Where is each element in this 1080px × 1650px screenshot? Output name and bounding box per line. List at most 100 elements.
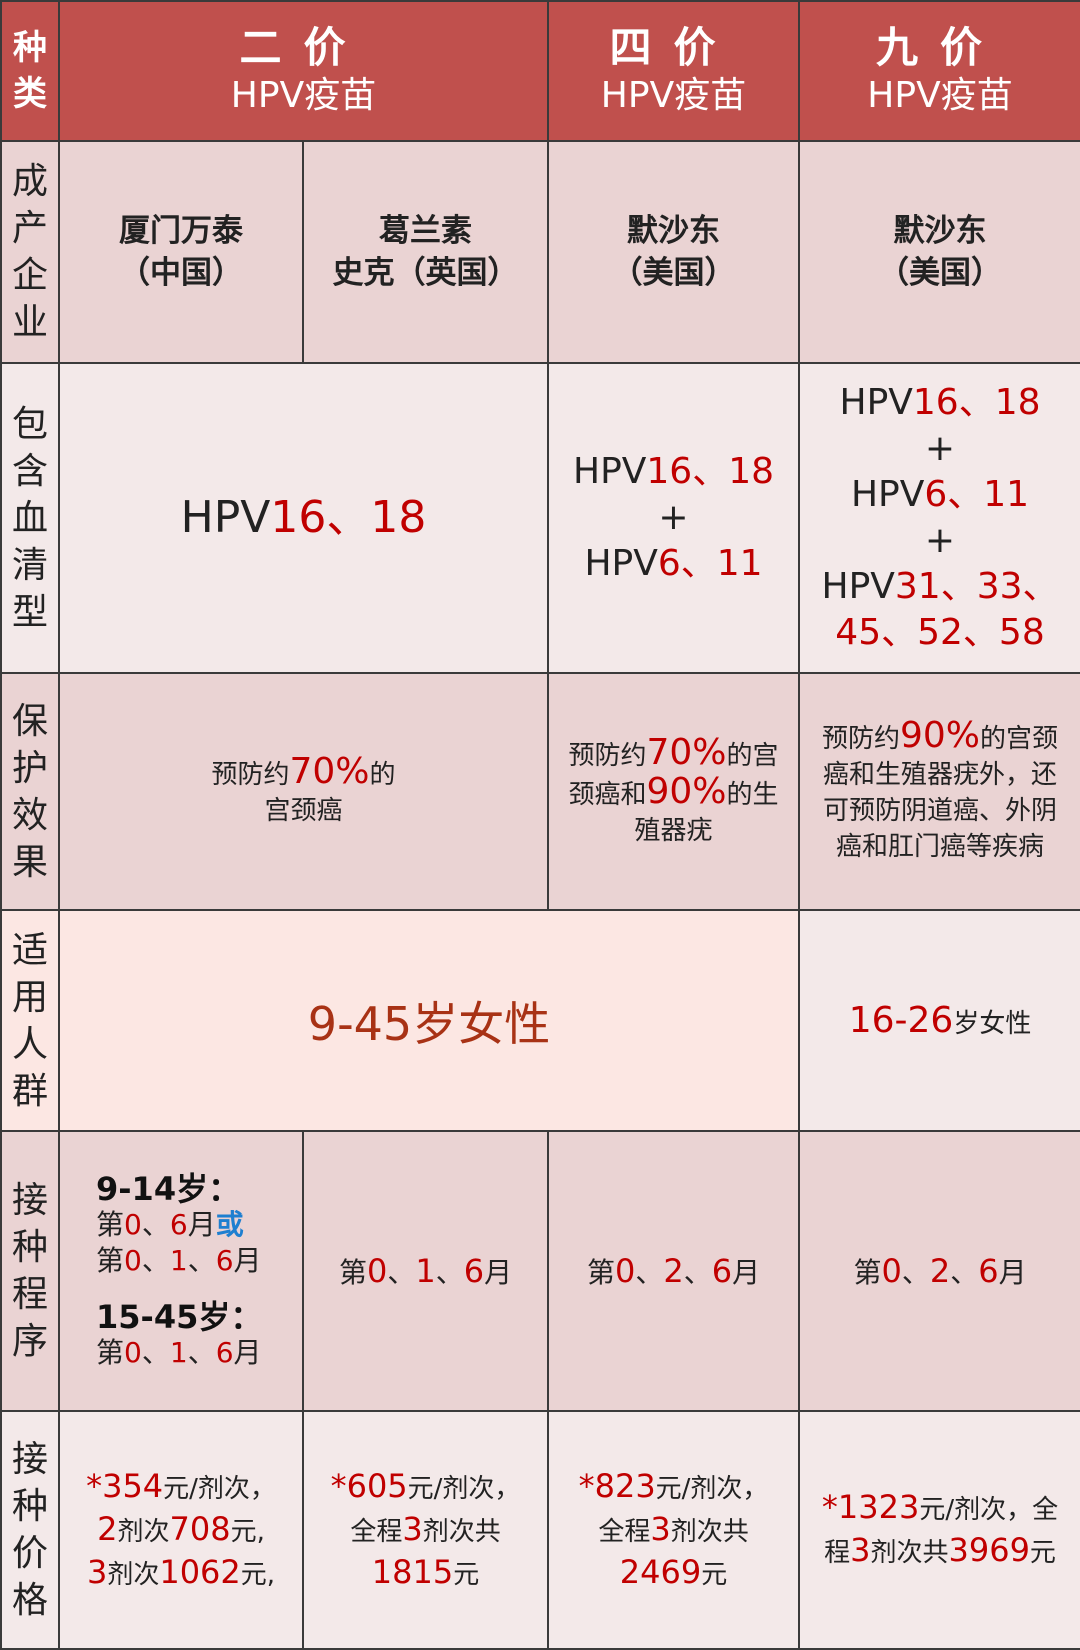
text-segment: 月 bbox=[233, 1336, 262, 1369]
price-gsk: *605元/剂次， 全程3剂次共 1815元 bbox=[301, 1410, 550, 1650]
schedule-nonavalent: 第0、2、6月 bbox=[798, 1130, 1080, 1412]
text-segment: 31、33、 bbox=[894, 566, 1059, 607]
text-line: 宫颈癌 bbox=[68, 793, 539, 829]
text-segment: HPV bbox=[573, 451, 647, 492]
text-segment: 、 bbox=[683, 1256, 712, 1289]
text-segment: 月 bbox=[732, 1256, 761, 1289]
text-line: 第0、1、6月 bbox=[312, 1251, 539, 1291]
row-label-population-cell: 适用人群 bbox=[0, 909, 60, 1132]
schedule-age-group: 9-14岁： bbox=[96, 1170, 241, 1208]
schedule-quadrivalent: 第0、2、6月 bbox=[547, 1130, 801, 1412]
text-line: 全程3剂次共 bbox=[557, 1509, 790, 1552]
text-line: HPV31、33、 bbox=[808, 564, 1072, 610]
maker-wantai: 厦门万泰 （中国） bbox=[58, 140, 304, 364]
text-segment: 元, bbox=[240, 1559, 276, 1590]
text-line: HPV16、18 bbox=[68, 495, 539, 541]
text-line: 预防约70%的 bbox=[68, 754, 539, 793]
text-segment: 月 bbox=[233, 1244, 262, 1277]
maker-row: 成产企业 厦门万泰 （中国） 葛兰素 史克（英国） 默沙东 （美国） 默沙东 （美国） bbox=[0, 140, 1080, 364]
maker-name: 默沙东 bbox=[893, 213, 987, 249]
text-line: HPV6、11 bbox=[808, 472, 1072, 518]
text-line: 16-26岁女性 bbox=[808, 1000, 1072, 1041]
text-segment: HPV bbox=[821, 566, 895, 607]
text-segment: 1 bbox=[415, 1252, 436, 1290]
text-segment: 第 bbox=[586, 1256, 615, 1289]
text-segment: 的生 bbox=[726, 779, 779, 810]
price-wantai: *354元/剂次， 2剂次708元, 3剂次1062元, bbox=[58, 1410, 304, 1650]
text-line: + bbox=[808, 426, 1072, 472]
text-line: 2469元 bbox=[557, 1552, 790, 1595]
text-segment: 预防约 bbox=[821, 724, 900, 754]
text-segment: 岁女性 bbox=[953, 1009, 1032, 1039]
text-line: 第0、1、6月 bbox=[96, 1335, 294, 1371]
text-segment: 3 bbox=[850, 1531, 871, 1569]
text-segment: 1062 bbox=[159, 1552, 241, 1591]
text-segment: 3 bbox=[402, 1509, 423, 1548]
text-segment: 0 bbox=[881, 1252, 902, 1290]
text-line: HPV16、18 bbox=[808, 380, 1072, 426]
text-segment: + bbox=[924, 428, 956, 469]
text-segment: 2 bbox=[929, 1252, 951, 1290]
text-line: 全程3剂次共 bbox=[312, 1509, 539, 1552]
text-line: 第0、2、6月 bbox=[808, 1251, 1072, 1291]
row-label-serotype-cell: 包含血清型 bbox=[0, 362, 60, 674]
text-segment: 0 bbox=[124, 1244, 142, 1277]
text-segment: *354 bbox=[86, 1466, 164, 1505]
price-quadrivalent: *823元/剂次， 全程3剂次共 2469元 bbox=[547, 1410, 801, 1650]
text-line: *823元/剂次， bbox=[557, 1466, 790, 1509]
text-segment: 剂次 bbox=[117, 1516, 170, 1547]
text-segment: HPV bbox=[839, 382, 913, 423]
population-nonavalent: 16-26岁女性 bbox=[798, 909, 1080, 1132]
text-segment: 6、11 bbox=[657, 543, 763, 584]
header-vaccine: HPV疫苗 bbox=[600, 75, 747, 116]
row-label-effect: 保护效果 bbox=[12, 700, 49, 883]
text-line: 45、52、58 bbox=[808, 610, 1072, 656]
maker-country: 史克（英国） bbox=[332, 255, 519, 291]
text-line: 第0、6月或 bbox=[96, 1207, 294, 1243]
text-segment: 6 bbox=[169, 1208, 188, 1241]
text-segment: 剂次共 bbox=[422, 1516, 501, 1547]
maker-msd-nona: 默沙东 （美国） bbox=[798, 140, 1080, 364]
text-segment: *823 bbox=[578, 1466, 656, 1505]
text-segment: 0 bbox=[124, 1336, 142, 1369]
text-segment: 剂次共 bbox=[870, 1538, 949, 1568]
text-segment: 程 bbox=[824, 1538, 851, 1568]
text-segment: *605 bbox=[330, 1466, 408, 1505]
text-line: + bbox=[808, 518, 1072, 564]
text-segment: 的宫颈 bbox=[980, 724, 1059, 754]
text-segment: 、 bbox=[635, 1256, 664, 1289]
text-segment: 元, bbox=[230, 1516, 265, 1547]
population-bi-quad: 9-45岁女性 bbox=[57, 909, 801, 1132]
text-line: 预防约90%的宫颈 bbox=[808, 718, 1072, 757]
text-line: 颈癌和90%的生 bbox=[557, 773, 790, 813]
maker-name: 默沙东 bbox=[627, 213, 721, 249]
row-label-schedule-cell: 接种程序 bbox=[0, 1130, 60, 1412]
text-segment: 元/剂次， bbox=[163, 1473, 276, 1504]
serotype-nonavalent: HPV16、18 + HPV6、11 + HPV31、33、 45、52、58 bbox=[798, 362, 1080, 674]
header-bivalent: 二价 HPV疫苗 bbox=[57, 0, 550, 142]
text-segment: 70% bbox=[289, 751, 370, 792]
text-segment: 6 bbox=[215, 1244, 234, 1277]
text-segment: 元/剂次，全 bbox=[919, 1495, 1059, 1525]
schedule-wantai: 9-14岁： 第0、6月或 第0、1、6月 15-45岁： 第0、1、6月 bbox=[58, 1130, 304, 1412]
text-segment: 颈癌和 bbox=[568, 779, 647, 810]
text-segment: 的 bbox=[369, 760, 396, 790]
text-segment: 6 bbox=[215, 1336, 234, 1369]
text-segment: 、 bbox=[187, 1336, 216, 1369]
maker-name: 厦门万泰 bbox=[119, 213, 243, 249]
text-segment: 6 bbox=[463, 1252, 485, 1290]
row-label-serotype: 包含血清型 bbox=[12, 403, 49, 633]
text-segment: 、 bbox=[141, 1244, 170, 1277]
row-label-price: 接种价格 bbox=[12, 1439, 49, 1621]
text-segment: 708 bbox=[169, 1509, 231, 1548]
header-row: 种类 二价 HPV疫苗 四价 HPV疫苗 九价 HPV疫苗 bbox=[0, 0, 1080, 142]
text-segment: 1 bbox=[169, 1244, 188, 1277]
text-line: 3剂次1062元, bbox=[68, 1552, 294, 1595]
text-segment: HPV bbox=[850, 474, 925, 515]
price-row: 接种价格 *354元/剂次， 2剂次708元, 3剂次1062元, *605元/剂次… bbox=[0, 1410, 1080, 1650]
text-segment: 癌和生殖器疣外，还 bbox=[823, 760, 1058, 790]
text-line: 第0、1、6月 bbox=[96, 1243, 294, 1279]
text-segment: 剂次 bbox=[107, 1559, 160, 1590]
text-segment: 6、11 bbox=[924, 474, 1030, 515]
